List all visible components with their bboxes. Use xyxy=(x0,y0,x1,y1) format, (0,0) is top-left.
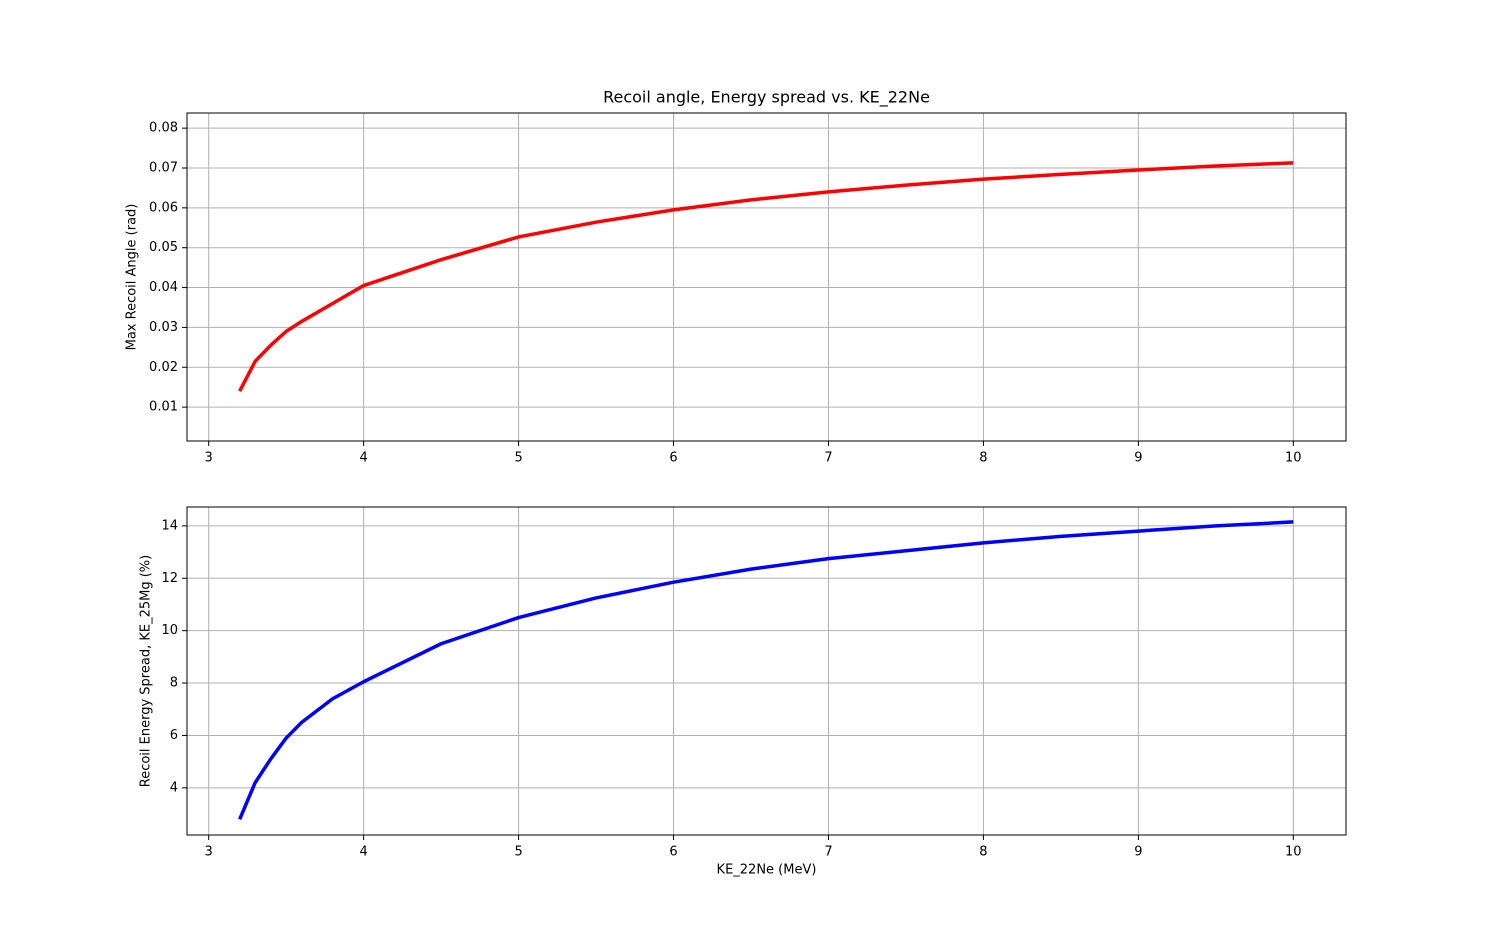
x-tick-label: 9 xyxy=(1134,451,1142,466)
y-tick-label: 14 xyxy=(161,518,178,533)
x-tick-label: 4 xyxy=(359,451,367,466)
y-tick-label: 0.02 xyxy=(149,360,178,375)
y-tick-label: 6 xyxy=(170,728,178,743)
x-tick-label: 3 xyxy=(205,845,213,860)
data-line xyxy=(238,161,1294,392)
x-tick-label: 3 xyxy=(205,451,213,466)
x-tick-label: 10 xyxy=(1285,451,1302,466)
axes-frame xyxy=(186,506,1347,836)
y-tick-label: 12 xyxy=(161,571,178,586)
axes-frame xyxy=(186,112,1347,442)
x-tick-label: 5 xyxy=(514,451,522,466)
y-tick-label: 4 xyxy=(170,780,178,795)
x-axis-label: KE_22Ne (MeV) xyxy=(717,863,817,878)
y-axis-label: Recoil Energy Spread, KE_25Mg (%) xyxy=(139,555,154,787)
x-tick-label: 6 xyxy=(669,451,677,466)
x-tick-label: 8 xyxy=(979,451,987,466)
y-tick-label: 8 xyxy=(170,676,178,691)
x-tick-label: 7 xyxy=(824,845,832,860)
x-tick-label: 9 xyxy=(1134,845,1142,860)
data-line xyxy=(238,520,1294,820)
x-tick-label: 8 xyxy=(979,845,987,860)
y-axis-label: Max Recoil Angle (rad) xyxy=(125,204,140,351)
y-tick-label: 0.04 xyxy=(149,280,178,295)
y-tick-label: 0.08 xyxy=(149,121,178,136)
y-tick-label: 0.05 xyxy=(149,240,178,255)
y-tick-label: 0.03 xyxy=(149,320,178,335)
y-tick-label: 10 xyxy=(161,623,178,638)
x-tick-label: 7 xyxy=(824,451,832,466)
x-tick-label: 5 xyxy=(514,845,522,860)
y-tick-label: 0.01 xyxy=(149,400,178,415)
y-tick-label: 0.06 xyxy=(149,200,178,215)
x-tick-label: 10 xyxy=(1285,845,1302,860)
chart-title: Recoil angle, Energy spread vs. KE_22Ne xyxy=(603,88,930,108)
y-tick-label: 0.07 xyxy=(149,160,178,175)
x-tick-label: 4 xyxy=(359,845,367,860)
x-tick-label: 6 xyxy=(669,845,677,860)
